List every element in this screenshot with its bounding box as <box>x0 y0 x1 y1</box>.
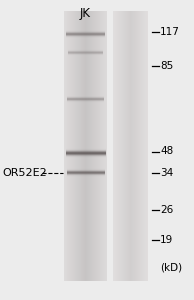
Text: 19: 19 <box>160 235 173 245</box>
Text: 34: 34 <box>160 167 173 178</box>
Text: 85: 85 <box>160 61 173 71</box>
Text: 26: 26 <box>160 205 173 215</box>
Text: OR52E2: OR52E2 <box>2 167 47 178</box>
Text: 48: 48 <box>160 146 173 157</box>
Text: (kD): (kD) <box>160 262 182 272</box>
Text: JK: JK <box>80 8 91 20</box>
Text: 117: 117 <box>160 27 180 38</box>
